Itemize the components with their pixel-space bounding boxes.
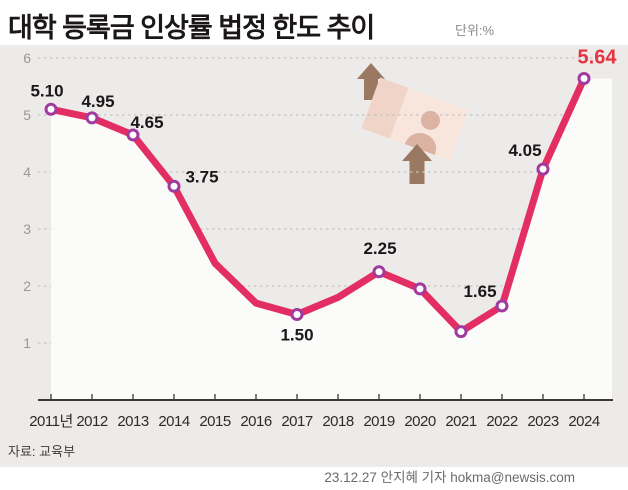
data-point-label: 3.75 <box>185 167 218 186</box>
x-axis-label: 2014 <box>158 413 190 430</box>
source-label: 자료: 교육부 <box>8 444 76 459</box>
x-axis-label: 2024 <box>568 413 600 430</box>
x-axis-label: 2022 <box>486 413 518 430</box>
y-axis-label: 2 <box>23 278 31 294</box>
x-axis-label: 2020 <box>404 413 436 430</box>
trend-line <box>47 75 588 336</box>
byline-bar: 23.12.27 안지혜 기자 hokma@newsis.com <box>0 467 628 490</box>
y-axis-label: 4 <box>23 164 31 180</box>
data-point-marker <box>167 179 181 193</box>
data-point-marker <box>372 265 386 279</box>
data-point-label: 1.65 <box>463 282 496 301</box>
y-axis-label: 5 <box>23 107 31 123</box>
header: 대학 등록금 인상률 법정 한도 추이 단위:% <box>0 0 628 45</box>
byline: 23.12.27 안지혜 기자 hokma@newsis.com <box>324 470 575 485</box>
data-point-label: 2.25 <box>363 239 396 258</box>
up-arrow-icon <box>402 144 432 184</box>
chart-layers: 1 2 3 4 5 6 5.10 4.95 4.65 3.75 1.50 2.25 1.65 4.05 5.… <box>23 47 617 430</box>
x-axis-label: 2023 <box>527 413 559 430</box>
data-point-marker <box>536 162 550 176</box>
x-axis-label: 2012 <box>76 413 108 430</box>
data-point-label: 4.05 <box>508 141 541 160</box>
area-fill <box>51 78 612 400</box>
x-axis-label: 2017 <box>281 413 313 430</box>
data-point-marker <box>577 72 591 86</box>
data-point-label: 5.10 <box>30 81 63 100</box>
data-point-marker <box>413 282 427 296</box>
y-axis-label: 3 <box>23 221 31 237</box>
data-point-label: 1.50 <box>280 326 313 345</box>
data-point-marker <box>290 308 304 321</box>
x-axis-label: 2019 <box>363 413 395 430</box>
money-card-icon <box>361 77 469 161</box>
data-point-marker <box>44 102 58 116</box>
x-axis-label: 2011년 <box>29 413 73 430</box>
x-axis-label: 2015 <box>199 413 231 430</box>
tuition-illustration <box>357 63 469 184</box>
chart-area: 1 2 3 4 5 6 5.10 4.95 4.65 3.75 1.50 2.25 1.65 4.05 5.… <box>0 45 628 467</box>
x-axis-label: 2018 <box>322 413 354 430</box>
data-point-marker <box>85 111 99 125</box>
y-axis-label: 1 <box>23 335 31 351</box>
data-point-label: 5.64 <box>578 47 618 69</box>
data-point-marker <box>126 128 140 142</box>
data-point-label: 4.95 <box>81 92 114 111</box>
x-axis-label: 2021 <box>445 413 477 430</box>
data-point-marker <box>454 325 468 339</box>
chart-svg: 1 2 3 4 5 6 5.10 4.95 4.65 3.75 1.50 2.25 1.65 4.05 5.… <box>23 47 617 430</box>
chart-title: 대학 등록금 인상률 법정 한도 추이 <box>8 13 375 43</box>
data-point-marker <box>495 299 509 313</box>
unit-label: 단위:% <box>455 23 495 38</box>
x-axis-label: 2016 <box>240 413 272 430</box>
y-axis-label: 6 <box>23 50 31 66</box>
person-silhouette-icon <box>404 110 440 155</box>
x-axis-label: 2013 <box>117 413 149 430</box>
data-point-label: 4.65 <box>130 113 163 132</box>
